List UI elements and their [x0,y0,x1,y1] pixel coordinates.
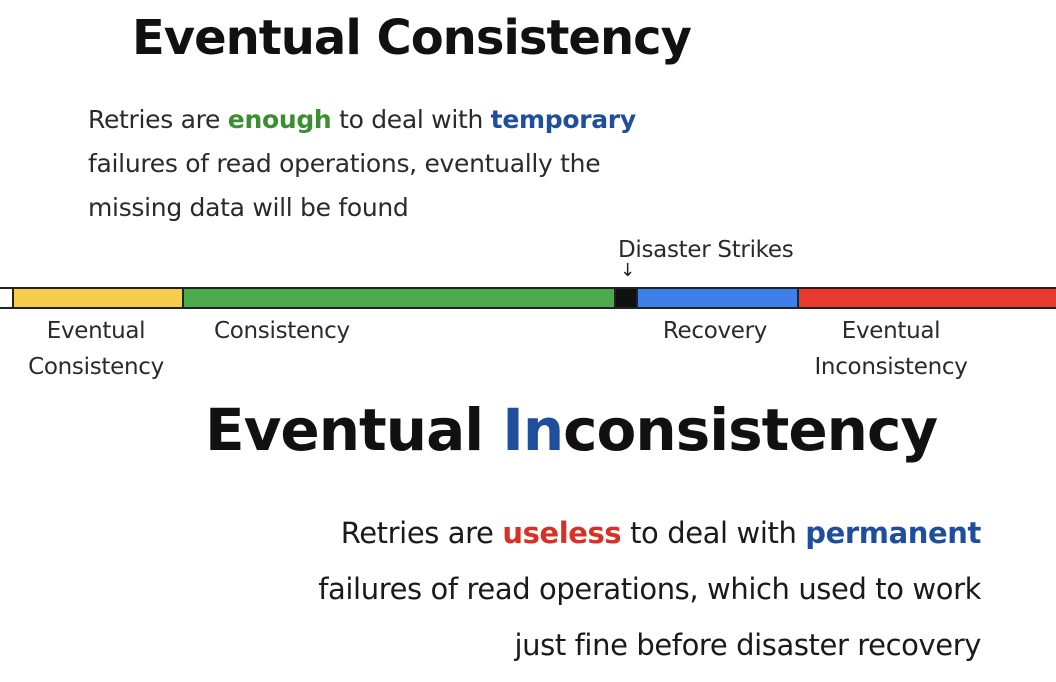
timeline-bar [0,287,1056,309]
para-bottom-line-1: Retries are useless to deal with permane… [340,516,982,550]
timeline-segment-consistency [184,289,616,307]
para-top-line-2: failures of read operations, eventually … [88,149,601,178]
description-eventual-inconsistency: Retries are useless to deal with permane… [318,505,981,673]
timeline-segment-start [0,289,14,307]
para-bottom-line-3: just fine before disaster recovery [514,628,981,662]
timeline-segment-eventual-consistency [14,289,184,307]
para-top-line-3: missing data will be found [88,193,409,222]
disaster-strikes-label: Disaster Strikes [618,237,794,263]
emphasis-permanent: permanent [805,516,981,550]
timeline-segment-recovery [638,289,799,307]
title-eventual-inconsistency: Eventual Inconsistency [205,396,938,464]
emphasis-temporary: temporary [490,105,636,134]
emphasis-enough: enough [227,105,332,134]
timeline-segment-disaster [616,289,638,307]
down-arrow-icon: ↓ [620,260,636,281]
para-bottom-line-2: failures of read operations, which used … [318,572,981,606]
label-consistency: Consistency [214,318,350,344]
timeline-segment-eventual-inconsistency [799,289,1056,307]
title-highlight-in: In [502,396,564,464]
description-eventual-consistency: Retries are enough to deal with temporar… [88,98,636,230]
label-eventual-consistency: Eventual Consistency [28,318,164,380]
para-top-line-1: Retries are enough to deal with temporar… [88,105,636,134]
label-eventual-inconsistency: Eventual Inconsistency [814,318,968,380]
emphasis-useless: useless [502,516,622,550]
title-eventual-consistency: Eventual Consistency [132,10,692,66]
label-recovery: Recovery [662,318,768,344]
